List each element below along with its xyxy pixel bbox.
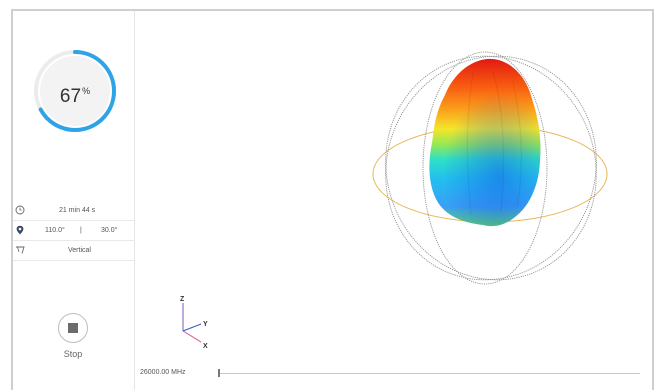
- stop-label: Stop: [63, 349, 83, 359]
- polarization-icon: [16, 246, 25, 254]
- polarization-row: Vertical: [13, 241, 134, 261]
- duration-row: 21 min 44 s: [13, 201, 134, 221]
- progress-arc: [34, 50, 116, 132]
- sidebar: 67% 21 min 44 s 110.0° | 30.0° Vertical: [13, 11, 135, 390]
- x-axis-line: [182, 330, 202, 343]
- stop-icon: [68, 323, 78, 333]
- progress-ring-graphic: [34, 50, 116, 132]
- frequency-slider-track[interactable]: [220, 373, 640, 374]
- position-row: 110.0° | 30.0°: [13, 221, 134, 241]
- frequency-slider-thumb[interactable]: [218, 369, 220, 377]
- position-separator: |: [80, 227, 82, 234]
- stop-button[interactable]: [58, 313, 88, 343]
- 3d-viewport[interactable]: Z Y X: [135, 11, 652, 373]
- location-pin-icon: [16, 225, 24, 235]
- y-axis-line: [182, 323, 202, 332]
- z-axis-label: Z: [180, 296, 185, 303]
- lobe-surface-detail: [466, 70, 523, 216]
- progress-ring: 67%: [33, 49, 117, 133]
- progress-percent-sign: %: [82, 86, 91, 96]
- progress-value: 67%: [33, 49, 117, 133]
- azimuth-value: 110.0°: [45, 227, 65, 234]
- duration-value: 21 min 44 s: [59, 207, 96, 214]
- polarization-value: Vertical: [68, 247, 91, 254]
- clock-icon: [15, 205, 25, 215]
- radiation-lobe-shading: [429, 58, 541, 227]
- elevation-value: 30.0°: [101, 227, 118, 234]
- frequency-bar: 26000.00 MHz: [130, 367, 642, 379]
- elevation-ring-b: [385, 55, 597, 281]
- elevation-ring-c: [422, 51, 548, 285]
- x-axis-label: X: [203, 343, 208, 350]
- progress-background: [40, 56, 110, 126]
- app-frame: 67% 21 min 44 s 110.0° | 30.0° Vertical: [11, 9, 654, 390]
- y-axis-label: Y: [203, 321, 208, 328]
- radiation-pattern-scene: Z Y X: [180, 51, 608, 350]
- elevation-ring-a: [385, 55, 597, 281]
- frequency-label: 26000.00 MHz: [140, 369, 186, 376]
- axis-gizmo: Z Y X: [180, 296, 208, 350]
- stop-control: Stop: [55, 313, 91, 359]
- progress-number: 67: [59, 86, 82, 107]
